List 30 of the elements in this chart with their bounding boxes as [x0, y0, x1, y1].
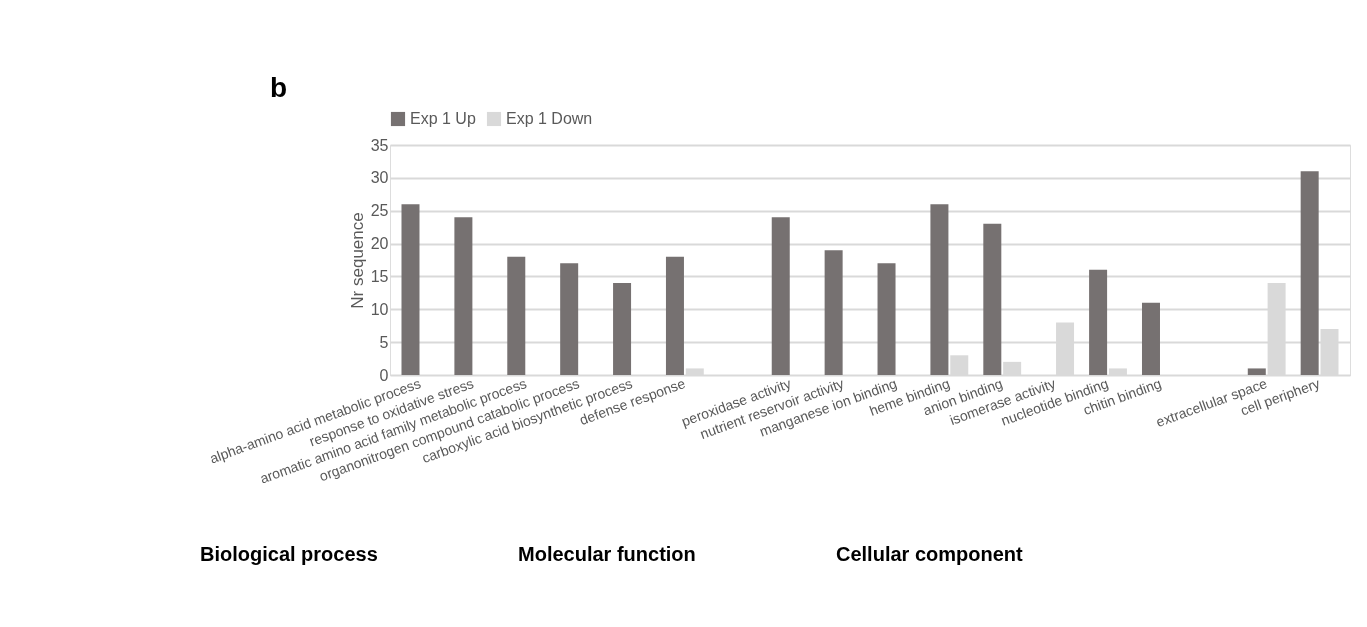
- bar: [560, 263, 579, 375]
- y-tick-label: 25: [370, 202, 389, 220]
- bar: [824, 250, 843, 375]
- y-tick-label: 35: [370, 136, 389, 154]
- bar: [507, 256, 526, 375]
- bar: [1089, 269, 1108, 375]
- text: Biological process: [200, 543, 378, 565]
- text: Molecular function: [518, 543, 696, 565]
- bar: [1300, 171, 1319, 375]
- bar: [613, 283, 632, 375]
- legend-label: Exp 1 Down: [506, 110, 593, 127]
- bar: [1247, 368, 1266, 375]
- bar: [454, 217, 473, 375]
- bar: [877, 263, 896, 375]
- y-tick-label: 15: [370, 267, 389, 285]
- y-tick-label: 20: [370, 235, 389, 253]
- bar: [1141, 302, 1160, 375]
- y-axis-title: Nr sequence: [347, 212, 367, 309]
- bar: [930, 204, 949, 375]
- bar: [665, 256, 684, 375]
- y-tick-label: 10: [370, 300, 389, 318]
- legend-label: Exp 1 Up: [410, 110, 476, 127]
- y-tick-label: 5: [379, 333, 389, 351]
- y-tick-label: 0: [379, 366, 389, 384]
- text: b: [270, 72, 288, 103]
- y-tick-label: 30: [370, 169, 389, 187]
- text: Cellular component: [836, 543, 1024, 565]
- bar: [983, 223, 1002, 375]
- bar: [771, 217, 790, 375]
- bar: [401, 204, 420, 375]
